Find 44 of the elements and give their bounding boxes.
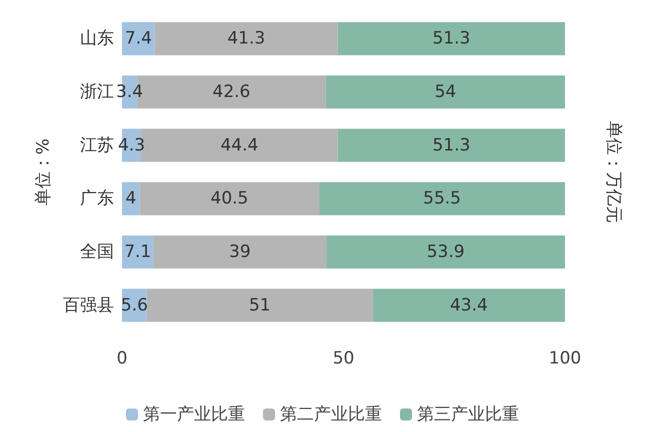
data-label: 4 bbox=[125, 188, 136, 209]
data-label: 54 bbox=[434, 82, 456, 102]
bar bbox=[153, 235, 326, 269]
y-tick-label: 百强县 bbox=[63, 295, 114, 316]
bar bbox=[372, 288, 565, 322]
x-tick-label: 0 bbox=[116, 348, 128, 368]
bar bbox=[122, 235, 154, 269]
x-tick-label: 50 bbox=[332, 348, 354, 368]
data-label: 53.9 bbox=[426, 242, 465, 262]
y-tick-label: 山东 bbox=[80, 28, 114, 49]
data-label: 41.3 bbox=[227, 28, 266, 49]
data-label: 55.5 bbox=[423, 188, 461, 209]
data-label: 7.4 bbox=[124, 28, 152, 49]
bar bbox=[140, 182, 320, 216]
data-label: 39 bbox=[229, 242, 251, 262]
y-tick-label: 江苏 bbox=[80, 135, 114, 156]
legend-label: 第二产业比重 bbox=[280, 404, 382, 424]
y2-axis-title: 单位：万亿元 bbox=[604, 121, 624, 223]
y-tick-label: 全国 bbox=[80, 242, 114, 262]
data-label: 51 bbox=[248, 295, 271, 316]
bar bbox=[326, 75, 565, 109]
data-label: 3.4 bbox=[116, 82, 144, 102]
y-tick-label: 浙江 bbox=[80, 82, 114, 102]
y-tick-label: 广东 bbox=[80, 188, 114, 209]
bar bbox=[319, 182, 565, 216]
bar bbox=[338, 128, 565, 162]
data-label: 51.3 bbox=[432, 135, 470, 156]
bar bbox=[338, 22, 565, 56]
data-label: 40.5 bbox=[210, 188, 248, 209]
bar bbox=[154, 22, 338, 56]
data-label: 4.3 bbox=[118, 135, 146, 156]
data-label: 42.6 bbox=[212, 82, 250, 102]
data-label: 51.3 bbox=[432, 28, 470, 49]
bar bbox=[326, 235, 565, 269]
y-axis-title: 单位：% bbox=[34, 138, 54, 206]
legend-label: 第一产业比重 bbox=[143, 404, 245, 424]
data-label: 7.1 bbox=[124, 242, 152, 262]
bar bbox=[122, 22, 155, 56]
legend-label: 第三产业比重 bbox=[417, 404, 519, 424]
data-label: 5.6 bbox=[120, 295, 148, 316]
bar bbox=[146, 288, 373, 322]
data-label: 44.4 bbox=[220, 135, 258, 156]
x-tick-label: 100 bbox=[548, 348, 582, 368]
data-label: 43.4 bbox=[450, 295, 488, 316]
